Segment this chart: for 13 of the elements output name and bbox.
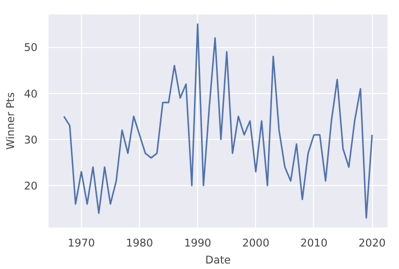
x-tick-label: 2020 <box>358 236 386 250</box>
x-tick-label: 1990 <box>184 236 212 250</box>
y-tick-label: 50 <box>24 41 38 54</box>
x-tick-label: 1970 <box>68 236 96 250</box>
x-tick-label: 1980 <box>126 236 154 250</box>
y-axis-title: Winner Pts <box>4 92 17 150</box>
x-tick-label: 2010 <box>300 236 328 250</box>
y-tick-label: 30 <box>24 133 38 146</box>
x-tick-label: 2000 <box>242 236 270 250</box>
y-tick-label: 40 <box>24 87 38 100</box>
line-series <box>63 23 373 219</box>
y-tick-label: 20 <box>24 180 38 193</box>
x-axis-title: Date <box>205 254 231 266</box>
